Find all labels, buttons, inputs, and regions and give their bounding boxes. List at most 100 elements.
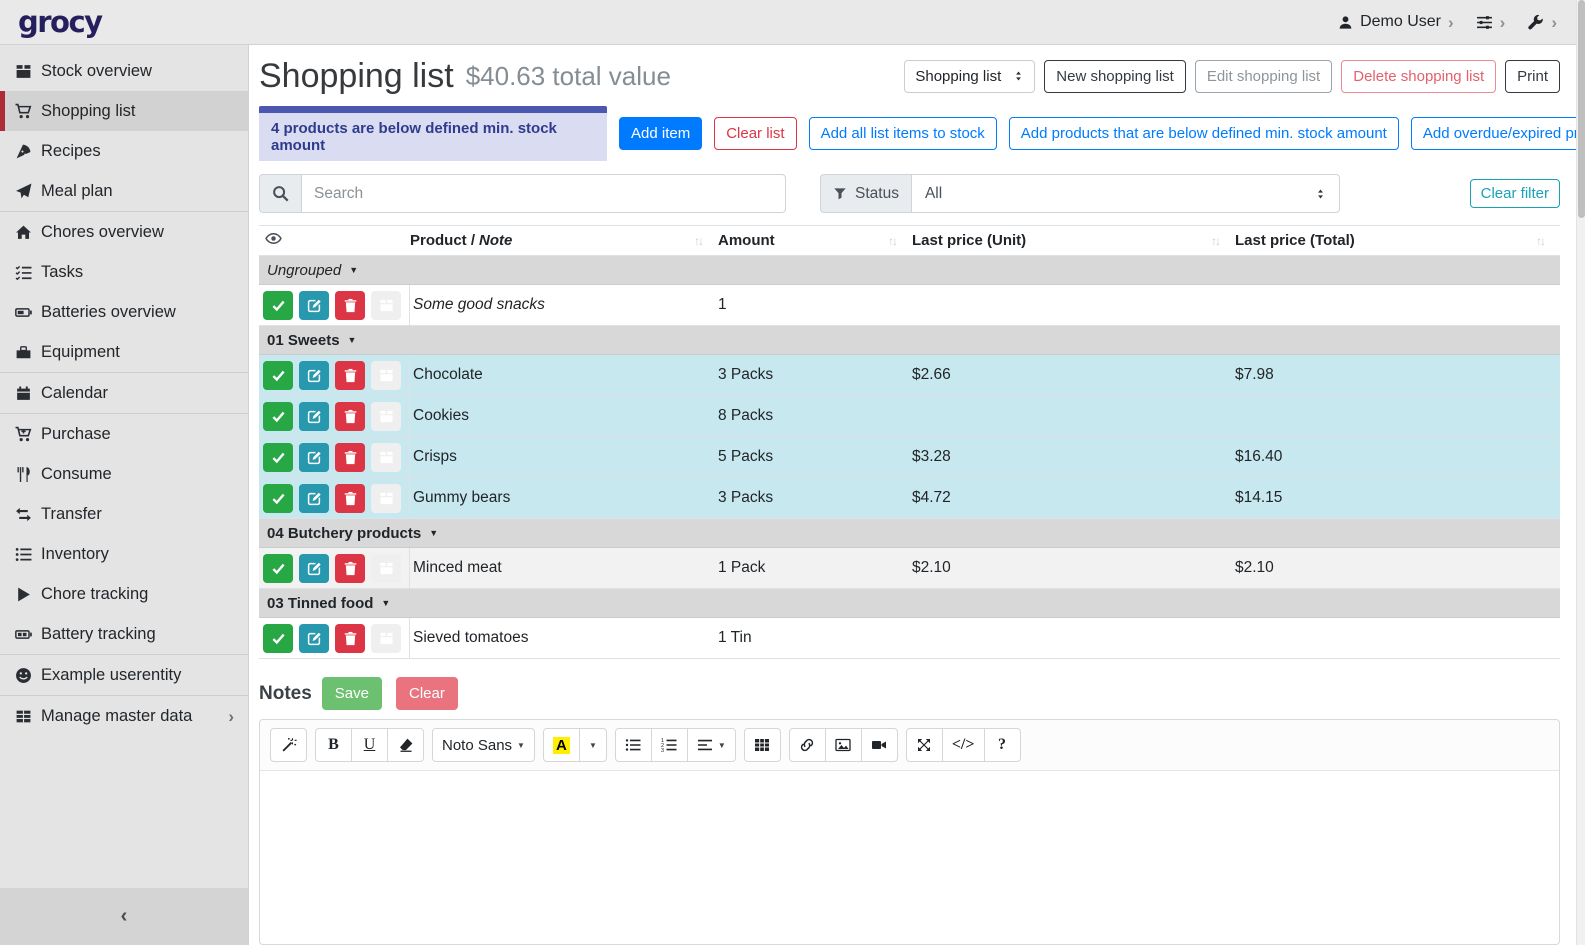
group-name: 03 Tinned food: [267, 594, 374, 612]
clear-filter-button[interactable]: Clear filter: [1469, 179, 1560, 208]
done-button[interactable]: [263, 553, 293, 583]
print-button[interactable]: Print: [1505, 59, 1560, 93]
sidebar-item-inventory[interactable]: Inventory: [0, 534, 248, 574]
text-color-more-button[interactable]: ▼: [578, 728, 607, 762]
clear-formatting-button[interactable]: [387, 728, 424, 762]
font-family-button[interactable]: Noto Sans ▼: [432, 728, 535, 762]
group-row-ungrouped[interactable]: Ungrouped ▼: [259, 256, 1560, 285]
notes-clear-button[interactable]: Clear: [396, 677, 458, 710]
delete-shopping-list-button[interactable]: Delete shopping list: [1341, 59, 1497, 93]
sidebar-item-equipment[interactable]: Equipment: [0, 332, 248, 372]
group-row-01-sweets[interactable]: 01 Sweets ▼: [259, 326, 1560, 355]
add-all-list-items-to-stock-button[interactable]: Add all list items to stock: [808, 117, 997, 150]
shopping-list-select[interactable]: Shopping list: [904, 59, 1036, 93]
delete-button[interactable]: [335, 401, 365, 431]
sort-icon[interactable]: ↑↓: [1536, 233, 1546, 248]
add-to-stock-button[interactable]: [371, 360, 401, 390]
group-row-03-tinned-food[interactable]: 03 Tinned food ▼: [259, 589, 1560, 618]
sidebar-item-transfer[interactable]: Transfer: [0, 494, 248, 534]
sidebar-item-battery-tracking[interactable]: Battery tracking: [0, 614, 248, 654]
sidebar-item-label: Transfer: [41, 504, 102, 523]
help-button[interactable]: ?: [983, 728, 1021, 762]
add-to-stock-button[interactable]: [371, 483, 401, 513]
sidebar-item-chore-tracking[interactable]: Chore tracking: [0, 574, 248, 614]
done-button[interactable]: [263, 290, 293, 320]
edit-button[interactable]: [299, 553, 329, 583]
edit-button[interactable]: [299, 290, 329, 320]
edit-button[interactable]: [299, 483, 329, 513]
user-menu[interactable]: Demo User ›: [1338, 13, 1454, 31]
add-to-stock-button[interactable]: [371, 623, 401, 653]
insert-video-button[interactable]: [860, 728, 898, 762]
sidebar-item-shopping-list[interactable]: Shopping list: [0, 91, 248, 131]
edit-button[interactable]: [299, 401, 329, 431]
sidebar-item-example-userentity[interactable]: Example userentity: [0, 655, 248, 695]
notes-save-button[interactable]: Save: [321, 677, 382, 710]
vertical-scrollbar[interactable]: [1576, 0, 1585, 945]
status-select[interactable]: All: [910, 174, 1340, 213]
sidebar-item-recipes[interactable]: Recipes: [0, 131, 248, 171]
bold-button[interactable]: B: [315, 728, 352, 762]
sidebar-item-batteries-overview[interactable]: Batteries overview: [0, 292, 248, 332]
last-price-total-cell: $16.40: [1235, 448, 1283, 465]
fullscreen-button[interactable]: [905, 728, 943, 762]
admin-menu[interactable]: ›: [1527, 14, 1557, 31]
unordered-list-button[interactable]: [614, 728, 652, 762]
done-button[interactable]: [263, 483, 293, 513]
sort-icon[interactable]: ↑↓: [1211, 233, 1221, 248]
min-stock-alert[interactable]: 4 products are below defined min. stock …: [259, 106, 607, 161]
done-button[interactable]: [263, 442, 293, 472]
sidebar-item-tasks[interactable]: Tasks: [0, 252, 248, 292]
search-input[interactable]: [301, 174, 786, 213]
list-icon: [15, 546, 32, 563]
clear-list-button[interactable]: Clear list: [714, 117, 797, 150]
sidebar-item-consume[interactable]: Consume: [0, 454, 248, 494]
edit-button[interactable]: [299, 360, 329, 390]
new-shopping-list-button[interactable]: New shopping list: [1044, 59, 1186, 93]
delete-button[interactable]: [335, 442, 365, 472]
sidebar-collapse-button[interactable]: ‹: [0, 888, 248, 945]
delete-button[interactable]: [335, 360, 365, 390]
sidebar-item-meal-plan[interactable]: Meal plan: [0, 171, 248, 211]
add-overdue-expired-products-button[interactable]: Add overdue/expired products: [1410, 117, 1585, 150]
sidebar-item-chores-overview[interactable]: Chores overview: [0, 212, 248, 252]
delete-button[interactable]: [335, 290, 365, 320]
code-view-button[interactable]: </>: [941, 728, 985, 762]
add-to-stock-button[interactable]: [371, 290, 401, 320]
add-to-stock-button[interactable]: [371, 401, 401, 431]
delete-button[interactable]: [335, 553, 365, 583]
done-button[interactable]: [263, 401, 293, 431]
add-item-button[interactable]: Add item: [619, 117, 703, 150]
text-color-button[interactable]: A: [542, 728, 580, 762]
scrollbar-thumb[interactable]: [1578, 0, 1585, 218]
done-button[interactable]: [263, 360, 293, 390]
editor-content-area[interactable]: [260, 771, 1559, 944]
sidebar-item-manage-master-data[interactable]: Manage master data ›: [0, 696, 248, 736]
sidebar-item-calendar[interactable]: Calendar: [0, 373, 248, 413]
insert-picture-button[interactable]: [824, 728, 862, 762]
sort-icon[interactable]: ↑↓: [888, 233, 898, 248]
style-button[interactable]: [270, 728, 307, 762]
paragraph-button[interactable]: ▼: [686, 728, 736, 762]
grocy-logo[interactable]: grocy: [18, 4, 103, 39]
add-to-stock-button[interactable]: [371, 553, 401, 583]
delete-button[interactable]: [335, 483, 365, 513]
settings-menu[interactable]: ›: [1476, 14, 1505, 31]
edit-button[interactable]: [299, 442, 329, 472]
insert-link-button[interactable]: [788, 728, 826, 762]
sidebar-item-purchase[interactable]: Purchase: [0, 414, 248, 454]
toolbox-icon: [15, 344, 32, 361]
edit-shopping-list-button[interactable]: Edit shopping list: [1194, 59, 1333, 93]
add-to-stock-button[interactable]: [371, 442, 401, 472]
edit-button[interactable]: [299, 623, 329, 653]
insert-table-button[interactable]: [743, 728, 781, 762]
add-products-that-are-below-defined-min-stock-amount-button[interactable]: Add products that are below defined min.…: [1008, 117, 1399, 150]
sidebar-item-stock-overview[interactable]: Stock overview: [0, 51, 248, 91]
shopping-list-table: Product / Note ↑↓ Amount ↑↓ Last price (…: [259, 225, 1560, 659]
delete-button[interactable]: [335, 623, 365, 653]
done-button[interactable]: [263, 623, 293, 653]
sort-icon[interactable]: ↑↓: [694, 233, 704, 248]
group-row-04-butchery-products[interactable]: 04 Butchery products ▼: [259, 519, 1560, 548]
underline-button[interactable]: U: [351, 728, 388, 762]
